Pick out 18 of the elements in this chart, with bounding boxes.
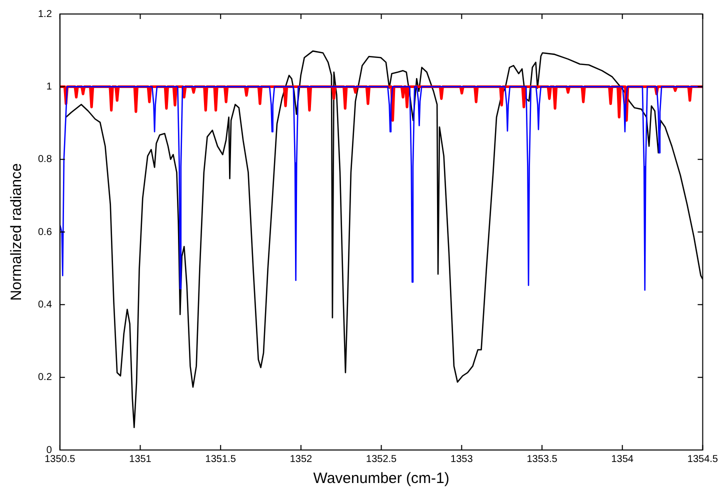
x-tick-label: 1351 <box>129 454 152 465</box>
y-tick-label: 1 <box>46 81 52 92</box>
x-tick-label: 1354.5 <box>687 454 718 465</box>
x-tick-label: 1352.5 <box>366 454 398 465</box>
x-tick-label: 1353.5 <box>526 454 558 465</box>
y-tick-label: 0.4 <box>38 299 52 310</box>
y-axis-title: Normalized radiance <box>8 163 26 301</box>
x-tick-label: 1353 <box>450 454 474 465</box>
y-tick-label: 0.8 <box>38 154 52 166</box>
y-tick-label: 0.2 <box>38 372 52 384</box>
y-tick-label: 1.2 <box>38 8 52 20</box>
x-tick-label: 1350.5 <box>44 454 76 465</box>
x-tick-label: 1352 <box>290 454 313 465</box>
y-tick-label: 0.6 <box>38 226 52 238</box>
x-tick-label: 1351.5 <box>205 454 236 465</box>
x-tick-label: 1354 <box>611 454 634 465</box>
x-axis-title: Wavenumber (cm-1) <box>313 470 450 488</box>
y-tick-label: 0 <box>46 444 52 456</box>
